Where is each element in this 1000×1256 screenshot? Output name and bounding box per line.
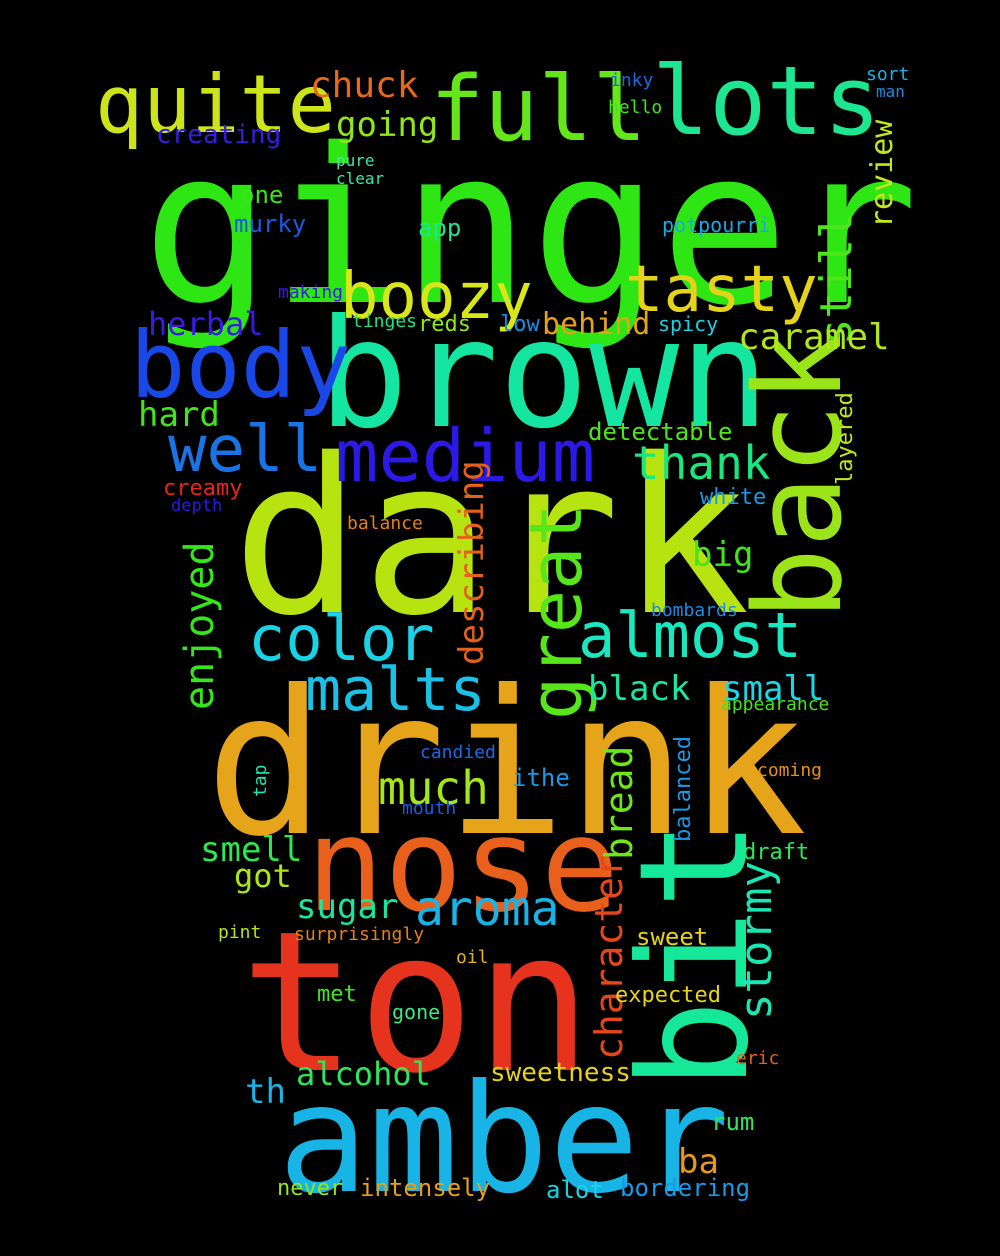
word-well: well xyxy=(168,413,323,487)
word-creamy: creamy xyxy=(163,476,243,501)
word-bordering: bordering xyxy=(620,1174,751,1202)
word-alcohol: alcohol xyxy=(296,1055,431,1093)
word-thank: thank xyxy=(632,436,771,490)
word-appearance: appearance xyxy=(721,694,830,715)
word-app: app xyxy=(418,214,462,242)
word-sweetness: sweetness xyxy=(490,1058,631,1088)
word-man: man xyxy=(876,82,905,101)
word-amber: amber xyxy=(278,1053,730,1227)
word-balanced: balanced xyxy=(671,736,696,842)
word-sort: sort xyxy=(866,64,910,85)
word-surprisingly: surprisingly xyxy=(294,924,425,945)
word-boozy: boozy xyxy=(340,260,533,334)
word-one: one xyxy=(240,181,284,209)
word-sweet: sweet xyxy=(636,923,709,951)
word-aroma: aroma xyxy=(415,881,560,937)
word-ginger: ginger xyxy=(142,102,919,353)
word-caramel: caramel xyxy=(738,317,890,358)
word-review: review xyxy=(865,119,900,228)
word-body: body xyxy=(130,312,352,419)
word-never: never xyxy=(277,1176,344,1201)
word-herbal: herbal xyxy=(148,305,264,343)
word-pint: pint xyxy=(218,922,262,943)
word-spicy: spicy xyxy=(658,312,719,336)
word-ton: ton xyxy=(240,889,593,1116)
word-small: small xyxy=(722,669,825,709)
word-got: got xyxy=(234,857,292,895)
word-potpourri: potpourri xyxy=(662,213,771,237)
word-sugar: sugar xyxy=(296,887,399,927)
word-full: full xyxy=(430,57,647,162)
word-describing: describing xyxy=(452,460,492,665)
word-character: character xyxy=(587,854,631,1060)
word-lots: lots xyxy=(652,47,881,157)
word-brown: brown xyxy=(318,288,770,462)
word-ithe: ithe xyxy=(512,764,570,792)
word-quite: quite xyxy=(95,58,336,151)
word-oil: oil xyxy=(456,947,489,968)
word-smell: smell xyxy=(200,830,303,870)
word-clear: clear xyxy=(336,169,385,188)
word-layered: layered xyxy=(833,392,858,485)
word-enjoyed: enjoyed xyxy=(177,541,223,710)
word-almost: almost xyxy=(578,599,802,672)
word-ba: ba xyxy=(678,1142,719,1182)
word-black: black xyxy=(588,669,691,709)
word-color: color xyxy=(248,602,435,675)
word-murky: murky xyxy=(234,210,307,238)
word-draft: draft xyxy=(743,840,810,865)
word-reds: reds xyxy=(418,312,471,337)
word-gone: gone xyxy=(392,1000,441,1024)
word-expected: expected xyxy=(615,983,721,1008)
word-depth: depth xyxy=(171,496,223,516)
word-coming: coming xyxy=(757,760,823,781)
word-going: going xyxy=(336,105,439,145)
word-hard: hard xyxy=(138,395,220,435)
word-tasty: tasty xyxy=(625,253,818,327)
word-intensely: intensely xyxy=(360,1174,491,1202)
word-pure: pure xyxy=(336,151,375,170)
word-creating: creating xyxy=(156,120,282,150)
word-drink: drink xyxy=(205,648,808,881)
word-white: white xyxy=(700,485,767,510)
word-bread: bread xyxy=(597,745,641,860)
word-malts: malts xyxy=(305,655,486,725)
word-balance: balance xyxy=(347,513,423,534)
word-behind: behind xyxy=(542,307,651,342)
word-tap: tap xyxy=(250,764,271,797)
word-big: big xyxy=(692,535,754,575)
word-hello: hello xyxy=(608,97,663,118)
word-dark: dark xyxy=(232,412,750,663)
word-mouth: mouth xyxy=(402,798,457,819)
word-alot: alot xyxy=(546,1176,604,1204)
word-bombards: bombards xyxy=(651,600,738,621)
word-making: making xyxy=(278,282,344,303)
word-chuck: chuck xyxy=(310,65,419,106)
word-eric: eric xyxy=(736,1048,780,1069)
word-candied: candied xyxy=(420,742,496,763)
word-nose: nose xyxy=(306,789,620,941)
word-rum: rum xyxy=(711,1108,755,1136)
word-inky: inky xyxy=(610,70,654,91)
word-met: met xyxy=(317,982,357,1007)
word-detectable: detectable xyxy=(588,418,733,446)
word-medium: medium xyxy=(335,414,596,498)
word-stormy: stormy xyxy=(731,861,782,1020)
word-th: th xyxy=(245,1072,286,1112)
word-much: much xyxy=(378,761,489,815)
word-low: low xyxy=(500,312,540,337)
word-tinges: tinges xyxy=(352,311,418,332)
